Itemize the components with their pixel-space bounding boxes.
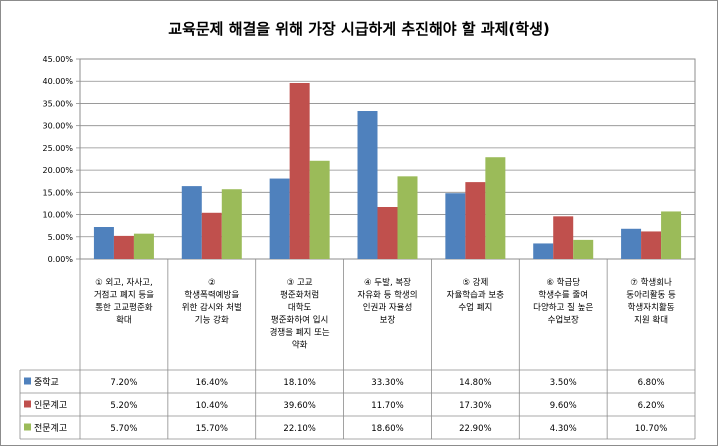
bar-1-5 (445, 193, 466, 259)
data-label: 6.80% (638, 378, 665, 388)
bar-2-7 (641, 231, 662, 259)
category-label: 위한 감시와 처벌 (182, 302, 242, 313)
data-label: 10.40% (196, 401, 228, 411)
bar-2-6 (553, 216, 574, 259)
category-label: 확대 (116, 315, 132, 326)
data-label: 17.30% (459, 401, 491, 411)
y-tick-label: 15.00% (42, 188, 73, 197)
category-label: 경쟁을 폐지 또는 (270, 327, 330, 338)
category-label: ③ 고교 (287, 278, 313, 288)
category-label: 기능 강화 (195, 315, 229, 326)
bar-1-4 (357, 111, 378, 259)
data-label: 11.70% (371, 401, 403, 411)
bar-1-3 (269, 178, 290, 259)
y-tick-label: 20.00% (42, 166, 73, 175)
category-label: 지원 확대 (634, 315, 668, 326)
data-label: 16.40% (196, 378, 228, 388)
bar-3-6 (573, 239, 594, 259)
bar-3-2 (221, 189, 242, 259)
category-label: 자유화 등 학생의 (357, 290, 417, 301)
data-label: 6.20% (638, 401, 665, 411)
data-label: 3.50% (550, 378, 577, 388)
data-label: 5.70% (110, 424, 137, 434)
category-label: ④ 두발, 복장 (364, 277, 411, 288)
bar-2-2 (201, 212, 222, 259)
category-label: ① 외고, 자사고, (95, 277, 153, 288)
data-label: 22.90% (459, 424, 491, 434)
category-label: 학생폭력예방을 (184, 290, 239, 301)
category-label: ⑦ 학생회나 (630, 277, 672, 288)
data-label: 22.10% (283, 424, 315, 434)
data-label: 7.20% (110, 378, 137, 388)
bar-1-7 (621, 228, 642, 259)
category-label: 통한 고교평준화 (95, 302, 153, 313)
bar-1-6 (533, 243, 554, 259)
bar-3-3 (309, 160, 330, 259)
data-label: 33.30% (371, 378, 403, 388)
category-label: ② (208, 278, 216, 288)
data-label: 39.60% (283, 401, 315, 411)
bar-2-1 (113, 235, 134, 259)
category-label: 약화 (292, 340, 308, 351)
chart-title: 교육문제 해결을 위해 가장 시급하게 추진해야 할 과제(학생) (168, 20, 550, 38)
bar-3-7 (661, 211, 682, 259)
y-tick-label: 0.00% (48, 255, 74, 264)
category-label: 평준화처럼 (280, 290, 319, 301)
y-tick-label: 40.00% (42, 77, 73, 86)
category-label: 동아리활동 등 (626, 290, 676, 301)
data-label: 18.60% (371, 424, 403, 434)
category-label: 수업보장 (548, 315, 579, 326)
data-label: 9.60% (550, 401, 577, 411)
legend-key (24, 377, 31, 385)
legend-label: 인문계고 (34, 399, 67, 411)
data-label: 14.80% (459, 378, 491, 388)
y-tick-label: 25.00% (42, 144, 73, 153)
y-tick-label: 35.00% (42, 99, 73, 108)
data-label: 5.20% (110, 401, 137, 411)
category-label: 학생수를 줄여 (538, 290, 588, 301)
category-label: 보장 (380, 315, 396, 326)
legend-label: 전문계고 (34, 422, 67, 434)
category-label: ⑥ 학급당 (546, 277, 580, 288)
category-label: 인권과 자율성 (363, 302, 413, 313)
legend-key (24, 423, 31, 431)
category-label: 자율학습과 보충 (447, 290, 505, 301)
category-label: 학생자치활동 (628, 302, 675, 313)
y-tick-label: 10.00% (42, 211, 73, 220)
y-tick-label: 5.00% (48, 233, 74, 242)
bar-2-5 (465, 182, 486, 259)
category-label: 대학도 (288, 302, 312, 313)
category-label: ⑤ 강제 (462, 277, 488, 288)
data-label: 18.10% (283, 378, 315, 388)
category-label: 수업 폐지 (458, 302, 492, 313)
category-label: 다양하고 질 높은 (533, 302, 593, 313)
bar-1-2 (181, 186, 202, 259)
y-tick-label: 45.00% (42, 55, 73, 64)
data-label: 15.70% (196, 424, 228, 434)
bar-1-1 (93, 227, 114, 259)
data-label: 4.30% (550, 424, 577, 434)
bar-2-3 (289, 83, 310, 259)
category-label: 평준화하여 입시 (271, 315, 328, 326)
bar-3-4 (397, 176, 418, 259)
y-tick-label: 30.00% (42, 122, 73, 131)
legend-key (24, 400, 31, 408)
bar-3-1 (133, 233, 154, 259)
category-label: 거점고 폐지 등을 (94, 290, 154, 301)
legend-label: 중학교 (34, 377, 59, 388)
data-label: 10.70% (635, 424, 667, 434)
bar-2-4 (377, 207, 398, 259)
bar-3-5 (485, 157, 506, 259)
